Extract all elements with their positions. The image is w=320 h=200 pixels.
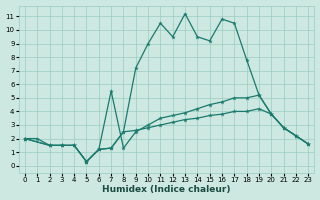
X-axis label: Humidex (Indice chaleur): Humidex (Indice chaleur)	[102, 185, 231, 194]
